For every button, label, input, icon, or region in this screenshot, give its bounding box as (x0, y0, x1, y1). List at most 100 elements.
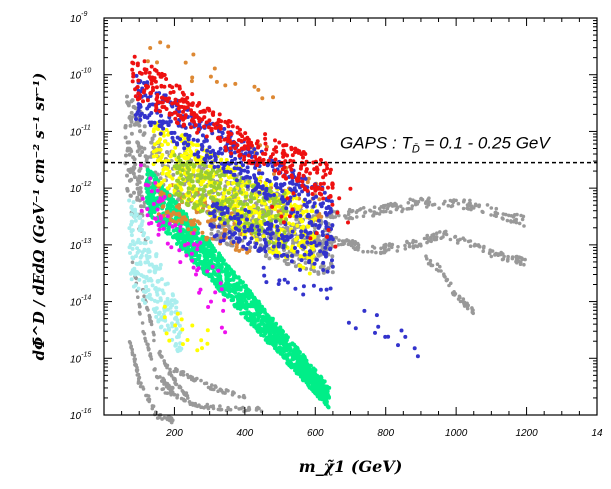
data-point (468, 198, 472, 203)
data-point (136, 271, 141, 276)
data-point (189, 251, 194, 256)
data-point (167, 221, 172, 226)
data-point (205, 402, 210, 407)
data-point (130, 60, 135, 65)
data-point (130, 246, 135, 251)
data-point (242, 146, 247, 151)
data-point (317, 218, 321, 223)
data-point (135, 197, 140, 202)
data-point (197, 165, 202, 169)
data-point (131, 71, 136, 76)
data-point (522, 262, 526, 267)
data-point (246, 209, 251, 214)
data-point (493, 210, 498, 215)
data-point (446, 203, 451, 208)
data-point (250, 223, 254, 228)
data-point (307, 252, 312, 257)
data-point (186, 175, 191, 180)
data-point (293, 237, 298, 242)
data-point (355, 241, 360, 246)
data-point (147, 113, 152, 118)
data-point (129, 212, 134, 217)
data-point (169, 311, 174, 316)
data-point (276, 336, 281, 341)
data-point (246, 227, 251, 232)
data-point (153, 180, 158, 185)
data-point (291, 222, 295, 227)
data-point (331, 215, 336, 220)
data-point (149, 189, 154, 194)
data-point (268, 232, 273, 237)
data-point (160, 288, 165, 293)
data-point (425, 205, 429, 209)
data-point (146, 260, 151, 265)
data-point (313, 216, 318, 221)
data-point (256, 199, 261, 204)
data-point (136, 381, 141, 385)
data-point (314, 243, 319, 248)
data-point (517, 259, 521, 264)
data-point (166, 226, 171, 231)
data-point (271, 241, 276, 246)
data-point (300, 179, 305, 184)
data-point (235, 212, 240, 217)
data-point (199, 169, 204, 174)
data-point (159, 113, 163, 118)
data-point (203, 156, 208, 161)
data-point (148, 353, 152, 358)
data-point (129, 119, 134, 124)
data-point (210, 383, 214, 387)
data-point (209, 299, 213, 304)
data-point (498, 252, 503, 257)
data-point (295, 223, 300, 228)
data-point (304, 204, 309, 209)
data-point (340, 239, 345, 243)
data-point (321, 268, 326, 272)
data-point (125, 188, 130, 193)
data-point (191, 242, 196, 247)
data-point (318, 265, 323, 270)
data-point (262, 229, 267, 234)
data-point (243, 221, 248, 226)
data-point (288, 187, 293, 192)
data-point (266, 192, 271, 197)
data-point (178, 228, 183, 233)
data-point (324, 206, 329, 211)
data-point (123, 135, 128, 140)
data-point (293, 246, 297, 250)
data-point (127, 152, 132, 157)
data-point (441, 235, 445, 239)
data-point (129, 345, 133, 350)
data-point (186, 136, 191, 140)
data-point (241, 244, 246, 249)
data-point (207, 108, 212, 113)
data-point (268, 236, 273, 241)
data-point (230, 232, 235, 237)
data-point (146, 84, 150, 89)
data-point (304, 363, 308, 368)
data-point (134, 117, 138, 121)
data-point (399, 204, 403, 209)
data-point (225, 269, 230, 273)
data-point (184, 201, 189, 206)
data-point (237, 221, 242, 226)
data-point (307, 260, 312, 265)
data-point (242, 393, 246, 398)
data-point (207, 155, 212, 160)
data-point (374, 211, 379, 216)
data-point (236, 138, 241, 143)
data-point (227, 175, 231, 180)
data-point (174, 327, 179, 331)
data-point (249, 199, 253, 204)
data-point (196, 231, 201, 235)
data-point (132, 175, 137, 180)
data-point (252, 147, 257, 152)
data-point (336, 243, 341, 247)
data-point (267, 246, 272, 251)
data-point (289, 167, 294, 172)
data-point (163, 282, 168, 287)
data-point (177, 235, 182, 240)
data-point (161, 204, 166, 209)
data-point (485, 203, 490, 207)
data-point (462, 302, 467, 307)
